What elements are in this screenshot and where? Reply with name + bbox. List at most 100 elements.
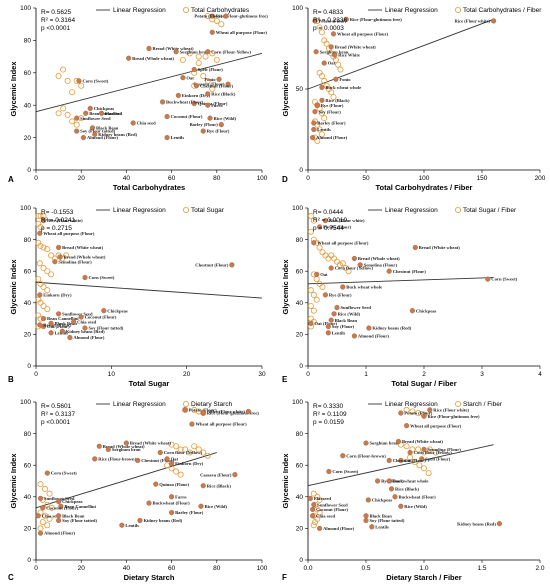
panel-e-open-point xyxy=(336,261,343,268)
panel-a-point xyxy=(223,13,229,19)
panel-b-point-label: Rice (Flour white) xyxy=(47,218,83,223)
panel-d-open-point xyxy=(318,29,325,36)
panel-f-point-label: Rice (Flour white) xyxy=(433,408,469,413)
panel-c-point xyxy=(169,461,175,467)
panel-b-point-label: Barley (Flour) xyxy=(43,323,72,328)
panel-b-point-label: Bread (Whole wheat) xyxy=(64,255,106,260)
panel-c-y-tick-label: 60 xyxy=(24,462,32,469)
panel-c-point xyxy=(37,495,44,501)
panel-e-open-point xyxy=(307,212,314,219)
panel-c-x-tick-label: 80 xyxy=(213,565,221,572)
panel-d-point xyxy=(319,84,325,90)
panel-d-x-tick-label: 200 xyxy=(535,175,546,182)
panel-e-point-label: Soy (Flour) xyxy=(332,324,355,329)
panel-b-open-point xyxy=(37,280,44,287)
panel-f-x-tick-label: 0.5 xyxy=(361,565,370,572)
panel-a-open-point xyxy=(213,56,220,63)
panel-c-open-point xyxy=(177,471,184,478)
panel-f-point-label: Chickpeas xyxy=(372,498,393,503)
panel-d-point xyxy=(343,16,349,22)
panel-a-legend-point-swatch xyxy=(182,7,189,13)
panel-a-point-label: Black Bean xyxy=(96,125,119,130)
panel-c-point-label: Bean Cannellini xyxy=(64,504,96,509)
panel-f-y-tick-label: 0 xyxy=(299,557,303,564)
panel-a-point xyxy=(126,55,132,61)
panel-f-point xyxy=(395,438,402,445)
panel-c-open-point xyxy=(173,468,180,475)
panel-b-stat-2: p = 0.2715 xyxy=(41,225,72,232)
panel-c-point-label: Potato (Flour) xyxy=(189,408,217,413)
panel-d-point xyxy=(321,60,327,66)
panel-a-legend-line-label: Linear Regression xyxy=(113,7,166,14)
panel-a-x-tick-label: 40 xyxy=(123,175,131,182)
panel-c-open-point xyxy=(173,443,180,450)
panel-f-open-point xyxy=(311,519,318,526)
panel-e-point xyxy=(485,276,491,282)
panel-c-point-label: Chestnut (Flour) xyxy=(141,458,175,463)
panel-c-point xyxy=(56,517,62,524)
panel-a-legend-point-label: Total Carbohydrates xyxy=(191,7,250,14)
panel-e-y-tick-label: 60 xyxy=(296,268,304,275)
panel-d-point xyxy=(330,31,337,37)
panel-a-point xyxy=(193,83,200,89)
panel-f-x-tick-label: 1.5 xyxy=(477,565,486,572)
panel-a-point xyxy=(173,49,179,55)
panel-b-regression-line xyxy=(35,281,263,299)
panel-a-point-label: Rice (Black) xyxy=(211,91,236,96)
panel-a-y-axis-title: Glycemic Index xyxy=(9,61,18,117)
panel-f-point xyxy=(311,502,317,508)
panel-f-x-tick-label: 2.0 xyxy=(535,565,544,572)
panel-c-legend-line-label: Linear Regression xyxy=(113,401,166,408)
panel-e-open-point xyxy=(331,255,338,262)
panel-f-point xyxy=(326,468,332,475)
panel-a-open-point xyxy=(209,86,216,93)
panel-b-open-point xyxy=(44,306,51,313)
panel-b-x-tick-label: 30 xyxy=(258,371,266,378)
panel-d-open-point xyxy=(318,110,325,117)
panel-f-open-point xyxy=(432,449,439,456)
panel-f-point xyxy=(375,478,381,484)
panel-c-point-label: Bread (Whole wheat) xyxy=(103,444,145,449)
panel-a-x-axis-title: Total Carbohydrates xyxy=(113,183,185,192)
panel-e-y-axis-title: Glycemic Index xyxy=(281,259,290,315)
panel-a-x-tick-label: 0 xyxy=(34,175,38,182)
panel-f-open-point xyxy=(316,509,323,516)
panel-e-open-point xyxy=(328,252,335,259)
panel-d-stat-2: p = 0.0003 xyxy=(313,25,344,32)
panel-e-point-label: Buck wheat whole xyxy=(346,285,382,290)
panel-e-point-label: Sunflower Seed xyxy=(341,305,372,310)
panel-a-open-point xyxy=(64,111,71,118)
panel-b-open-point xyxy=(37,223,44,230)
panel-a-stat-0: R= 0.5625 xyxy=(41,9,72,16)
panel-a-point xyxy=(205,91,211,97)
panel-d-point xyxy=(491,18,497,24)
panel-c-open-point xyxy=(182,406,189,413)
panel-d-letter: D xyxy=(282,175,288,184)
panel-d-point xyxy=(314,102,320,108)
panel-b-point xyxy=(78,314,84,320)
panel-d-legend-point-swatch xyxy=(454,7,461,13)
panel-f-y-tick-label: 100 xyxy=(292,399,303,406)
panel-c-point xyxy=(96,443,102,449)
panel-d-y-axis-title: Glycemic Index xyxy=(281,61,290,117)
panel-d-point-label: Lentils xyxy=(317,127,331,132)
panel-a-y-tick-label: 60 xyxy=(24,70,32,77)
panel-b-point xyxy=(59,328,65,334)
panel-e-stat-1: R² = 0.0019 xyxy=(313,217,348,224)
panel-a-x-tick-label: 60 xyxy=(168,175,176,182)
panel-a-open-point xyxy=(179,56,186,63)
panel-f-x-axis-title: Dietary Starch / Fiber xyxy=(386,573,462,582)
panel-a-open-point xyxy=(69,89,76,96)
panel-e-point xyxy=(325,330,331,336)
panel-b-open-point xyxy=(40,302,47,309)
panel-c-point-label: Wheat all purpose (Flour) xyxy=(195,422,247,427)
panel-c-open-point xyxy=(200,410,207,417)
panel-f-point xyxy=(398,410,404,416)
panel-f-point xyxy=(365,497,371,503)
panel-d-point xyxy=(333,76,339,82)
panel-b-open-point xyxy=(37,212,44,219)
panel-b-open-point xyxy=(37,242,44,249)
panel-d-point xyxy=(332,52,338,58)
panel-e-open-point xyxy=(313,276,320,283)
panel-f-point xyxy=(404,423,410,429)
